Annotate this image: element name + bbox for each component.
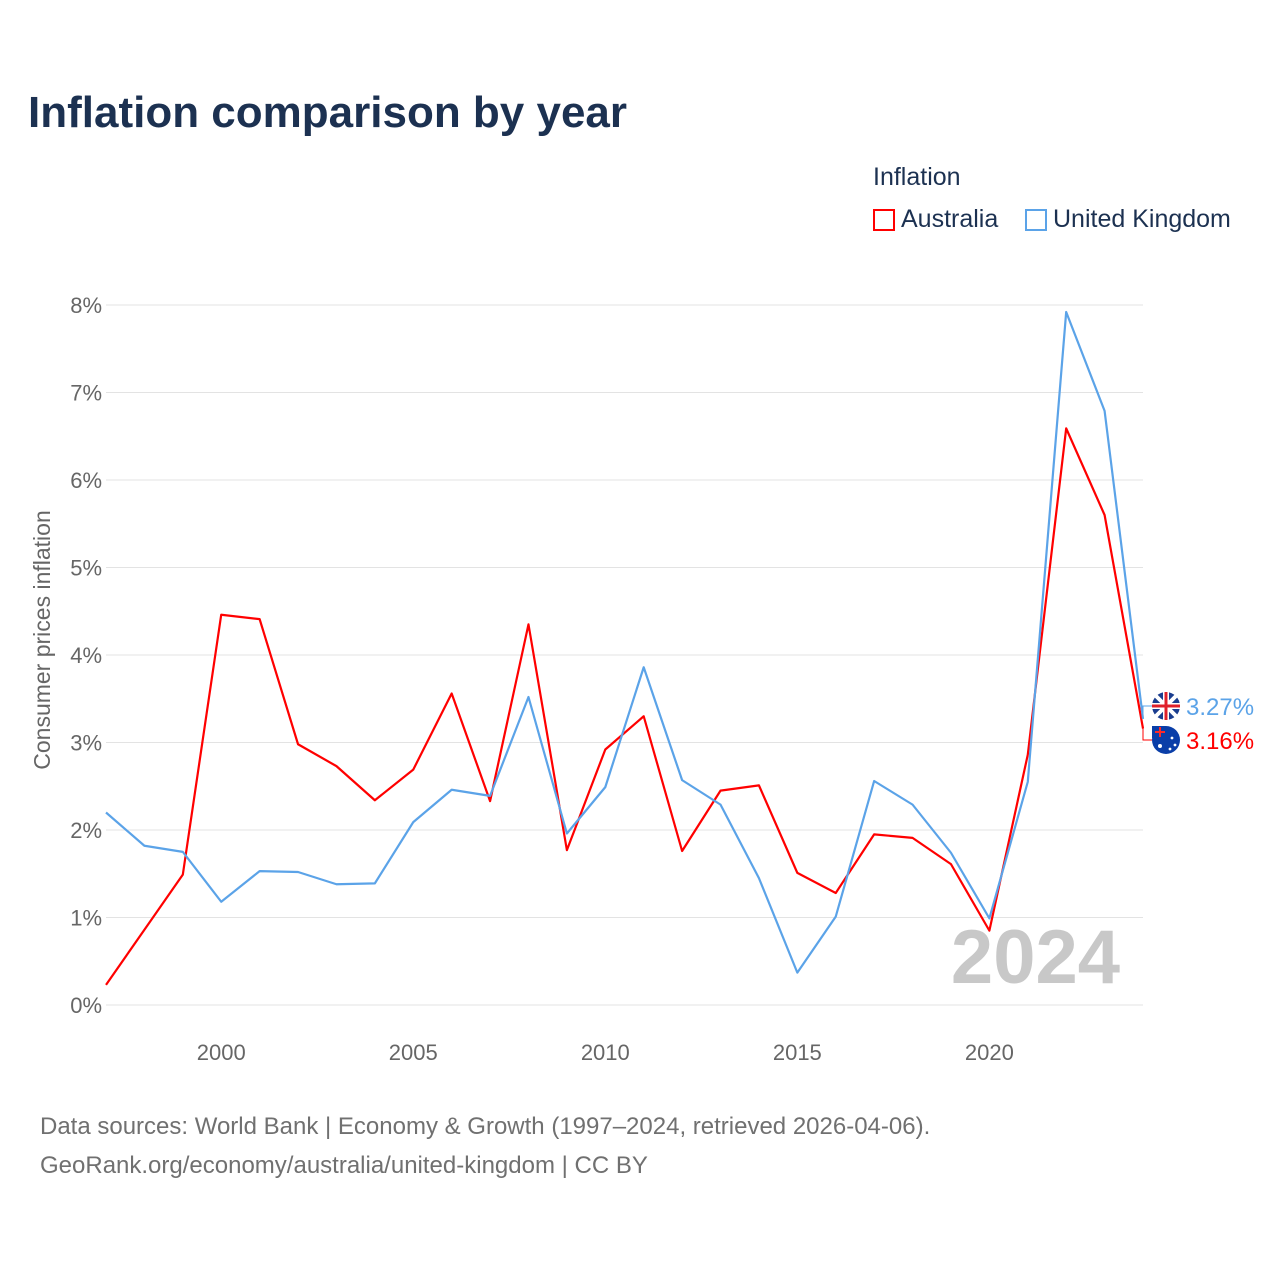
footer: Data sources: World Bank | Economy & Gro…: [40, 1107, 930, 1185]
y-tick-label: 6%: [70, 468, 102, 493]
uk-flag-icon: [1152, 692, 1180, 720]
y-tick-label: 3%: [70, 731, 102, 756]
data-point-united-kingdom[interactable]: [910, 802, 916, 808]
data-point-united-kingdom[interactable]: [986, 915, 992, 921]
data-point-australia[interactable]: [641, 713, 647, 719]
data-point-australia[interactable]: [449, 691, 455, 697]
series-line-australia: [105, 427, 1145, 986]
data-point-australia[interactable]: [871, 831, 877, 837]
data-point-united-kingdom[interactable]: [794, 970, 800, 976]
data-point-australia[interactable]: [756, 782, 762, 788]
data-point-australia[interactable]: [794, 870, 800, 876]
data-point-united-kingdom[interactable]: [564, 831, 570, 837]
legend-item-australia[interactable]: Australia: [873, 205, 998, 234]
data-point-australia[interactable]: [372, 797, 378, 803]
data-point-united-kingdom[interactable]: [948, 850, 954, 856]
data-point-united-kingdom[interactable]: [218, 899, 224, 905]
footer-sources: Data sources: World Bank | Economy & Gro…: [40, 1113, 931, 1140]
data-point-australia[interactable]: [1102, 512, 1108, 518]
data-point-australia[interactable]: [525, 621, 531, 627]
series-line-united-kingdom: [105, 310, 1145, 974]
data-point-united-kingdom[interactable]: [333, 881, 339, 887]
data-point-united-kingdom[interactable]: [103, 810, 109, 816]
data-point-united-kingdom[interactable]: [257, 868, 263, 874]
data-point-united-kingdom[interactable]: [1025, 779, 1031, 785]
data-point-united-kingdom[interactable]: [180, 849, 186, 855]
footer-link[interactable]: GeoRank.org/economy/australia/united-kin…: [40, 1152, 648, 1179]
data-point-united-kingdom[interactable]: [718, 802, 724, 808]
end-connector-australia: [1142, 728, 1152, 741]
data-point-united-kingdom[interactable]: [487, 793, 493, 799]
y-tick-label: 4%: [70, 643, 102, 668]
legend-item-united-kingdom[interactable]: United Kingdom: [1025, 205, 1231, 234]
y-tick-label: 8%: [70, 293, 102, 318]
data-point-australia[interactable]: [295, 741, 301, 747]
y-tick-label: 7%: [70, 381, 102, 406]
data-point-australia[interactable]: [487, 798, 493, 804]
data-point-australia[interactable]: [986, 928, 992, 934]
data-point-united-kingdom[interactable]: [410, 819, 416, 825]
data-point-united-kingdom[interactable]: [295, 869, 301, 875]
x-tick-label: 2015: [773, 1040, 822, 1065]
data-point-australia[interactable]: [679, 848, 685, 854]
end-connector-united-kingdom: [1142, 705, 1152, 719]
legend-label: United Kingdom: [1053, 205, 1231, 233]
data-point-australia[interactable]: [141, 927, 147, 933]
y-tick-label: 0%: [70, 993, 102, 1018]
end-value-label-australia: 3.16%: [1186, 728, 1254, 755]
y-axis-label: Consumer prices inflation: [29, 510, 55, 770]
legend-title: Inflation: [873, 163, 961, 191]
year-watermark: 2024: [951, 915, 1120, 1000]
data-point-australia[interactable]: [218, 612, 224, 618]
data-point-united-kingdom[interactable]: [1102, 408, 1108, 414]
data-point-australia[interactable]: [564, 847, 570, 853]
data-point-united-kingdom[interactable]: [602, 784, 608, 790]
data-point-australia[interactable]: [257, 616, 263, 622]
x-tick-label: 2020: [965, 1040, 1014, 1065]
data-point-united-kingdom[interactable]: [525, 694, 531, 700]
data-point-australia[interactable]: [948, 861, 954, 867]
data-point-australia[interactable]: [833, 890, 839, 896]
x-tick-label: 2010: [581, 1040, 630, 1065]
data-point-australia[interactable]: [910, 835, 916, 841]
data-point-australia[interactable]: [718, 788, 724, 794]
legend-swatch-australia: [873, 208, 895, 231]
data-point-australia[interactable]: [1063, 425, 1069, 431]
legend-swatch-united-kingdom: [1025, 208, 1047, 231]
australia-flag-icon: [1152, 726, 1180, 754]
data-point-united-kingdom[interactable]: [871, 778, 877, 784]
data-point-united-kingdom[interactable]: [833, 914, 839, 920]
data-point-united-kingdom[interactable]: [141, 843, 147, 849]
data-point-united-kingdom[interactable]: [756, 875, 762, 881]
legend-label: Australia: [901, 205, 999, 233]
y-tick-label: 2%: [70, 818, 102, 843]
data-point-australia[interactable]: [602, 747, 608, 753]
data-point-australia[interactable]: [410, 767, 416, 773]
data-point-australia[interactable]: [103, 982, 109, 988]
x-tick-label: 2005: [389, 1040, 438, 1065]
chart-title: Inflation comparison by year: [28, 88, 628, 137]
end-value-label-united-kingdom: 3.27%: [1186, 694, 1254, 721]
x-tick-label: 2000: [197, 1040, 246, 1065]
data-point-united-kingdom[interactable]: [449, 787, 455, 793]
data-point-australia[interactable]: [333, 763, 339, 769]
data-point-united-kingdom[interactable]: [372, 880, 378, 886]
data-point-australia[interactable]: [180, 872, 186, 878]
data-point-united-kingdom[interactable]: [1063, 309, 1069, 315]
data-point-united-kingdom[interactable]: [679, 777, 685, 783]
y-tick-label: 5%: [70, 556, 102, 581]
y-tick-label: 1%: [70, 906, 102, 931]
data-point-united-kingdom[interactable]: [641, 664, 647, 670]
